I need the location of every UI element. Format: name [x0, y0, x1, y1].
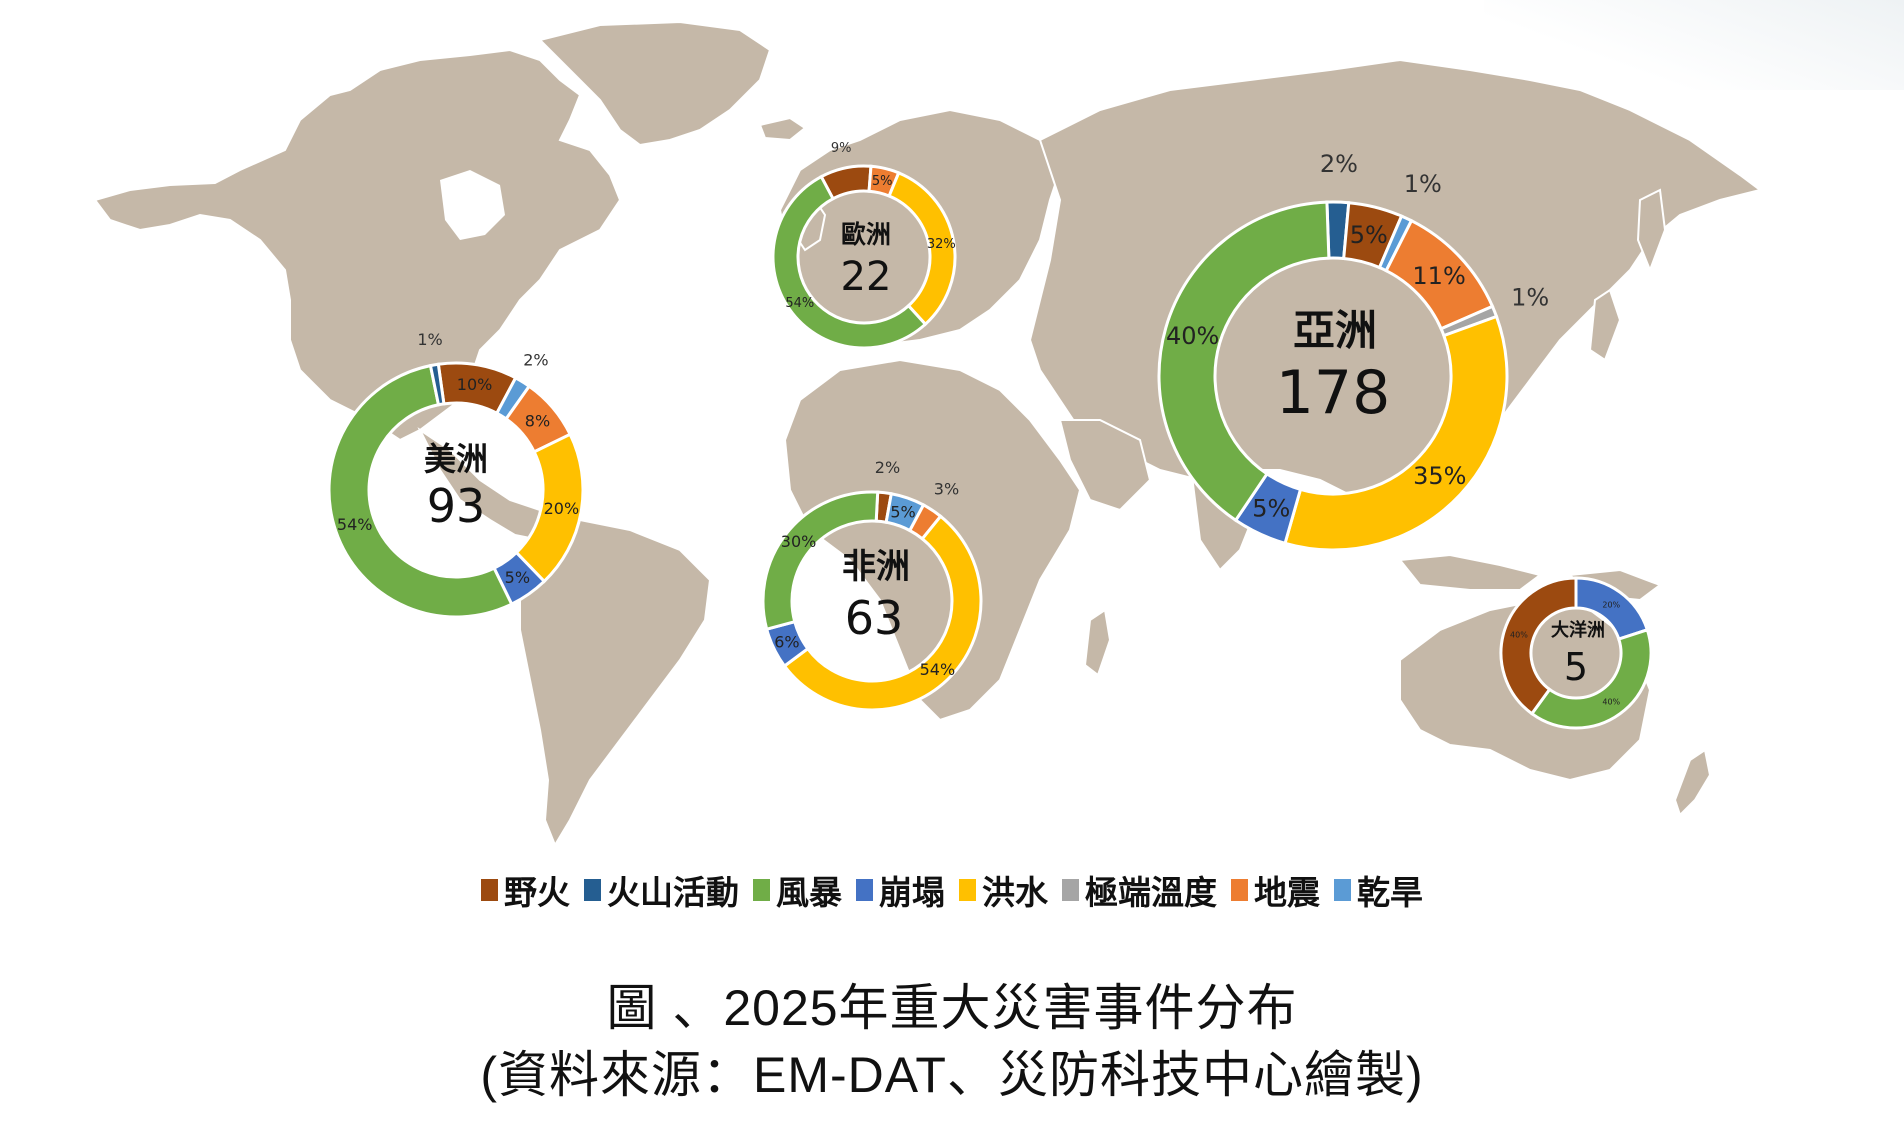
background-glow — [1484, 0, 1904, 90]
donut-slice — [428, 362, 446, 407]
donut-slice — [761, 490, 880, 632]
madagascar — [1083, 608, 1112, 677]
figure-source: (資料來源：EM-DAT、災防科技中心繪製) — [480, 1047, 1424, 1103]
africa-name: 非洲 — [842, 547, 910, 587]
slice-percent-label: 20% — [1602, 600, 1620, 609]
slice-percent-label: 6% — [774, 633, 799, 652]
europe-name: 歐洲 — [841, 220, 891, 249]
slice-percent-label: 5% — [1252, 495, 1290, 523]
slice-percent-label: 35% — [1413, 462, 1466, 490]
legend-item-storm: 風暴 — [753, 866, 842, 914]
slice-labels: 10% 2% 8% 20% 5% 54% 1% 9% 5% 32% 54% 2% 5% 3% 54% 6% 30… — [337, 141, 1621, 706]
europe-center-label: 歐洲 22 — [841, 220, 892, 300]
legend-label: 野火 — [504, 873, 570, 912]
legend-swatch-earthquake — [1231, 879, 1248, 901]
legend: 野火 火山活動 風暴 崩塌 洪水 極端溫度 地震 乾旱 — [0, 866, 1904, 914]
legend-swatch-flood — [959, 879, 976, 901]
se-asia-islands — [1398, 553, 1543, 591]
asia-name: 亞洲 — [1293, 306, 1377, 355]
arabia — [1058, 419, 1152, 512]
legend-label: 洪水 — [982, 873, 1048, 912]
donut-slice — [327, 363, 514, 619]
donut-slice — [1499, 576, 1578, 716]
oceania-total: 5 — [1564, 645, 1588, 689]
asia-center-label: 亞洲 178 — [1276, 306, 1391, 428]
legend-label: 乾旱 — [1357, 873, 1423, 912]
slice-percent-label: 11% — [1412, 262, 1465, 290]
legend-item-earthquake: 地震 — [1231, 866, 1320, 914]
hudson-bay — [440, 170, 505, 240]
slice-percent-label: 40% — [1510, 630, 1528, 639]
new-zealand — [1673, 748, 1712, 817]
slice-percent-label: 30% — [781, 532, 817, 551]
legend-item-drought: 乾旱 — [1334, 866, 1423, 914]
north-america — [93, 48, 622, 442]
slice-percent-label: 10% — [457, 375, 493, 394]
slice-percent-label: 5% — [1350, 221, 1388, 249]
slice-percent-label: 1% — [417, 330, 442, 349]
slice-percent-label: 5% — [505, 568, 530, 587]
donut-slice — [782, 514, 983, 712]
figure-title: 圖 、2025年重大災害事件分布 — [606, 980, 1298, 1036]
legend-swatch-volcanic — [584, 879, 601, 901]
legend-item-extreme-temperature: 極端溫度 — [1062, 866, 1217, 914]
legend-label: 火山活動 — [607, 873, 739, 912]
americas-total: 93 — [427, 479, 486, 533]
legend-item-flood: 洪水 — [959, 866, 1048, 914]
donut-asia — [1157, 200, 1509, 552]
donut-americas — [327, 361, 585, 619]
legend-item-wildfire: 野火 — [481, 866, 570, 914]
slice-percent-label: 54% — [920, 660, 956, 679]
kamchatka — [1636, 188, 1667, 273]
donut-slice — [771, 174, 928, 350]
slice-percent-label: 40% — [1602, 697, 1620, 706]
japan — [1588, 288, 1622, 362]
asia-total: 178 — [1276, 358, 1391, 428]
slice-percent-label: 5% — [890, 502, 915, 521]
africa-total: 63 — [845, 591, 904, 645]
legend-item-landslide: 崩塌 — [856, 866, 945, 914]
americas-center-label: 美洲 93 — [424, 440, 488, 533]
donut-slice — [1529, 627, 1653, 730]
legend-swatch-drought — [1334, 879, 1351, 901]
oceania-center-label: 大洋洲 5 — [1551, 619, 1605, 689]
legend-swatch-landslide — [856, 879, 873, 901]
slice-percent-label: 32% — [927, 237, 956, 252]
slice-percent-label: 3% — [934, 479, 959, 498]
slice-percent-label: 2% — [1320, 150, 1358, 178]
europe-total: 22 — [841, 254, 892, 300]
legend-swatch-wildfire — [481, 879, 498, 901]
slice-percent-label: 1% — [1511, 284, 1549, 312]
slice-percent-label: 20% — [544, 499, 580, 518]
donut-slice — [1157, 200, 1331, 523]
greenland — [538, 20, 772, 147]
slice-percent-label: 5% — [872, 174, 893, 189]
slice-percent-label: 2% — [875, 458, 900, 477]
legend-item-volcanic: 火山活動 — [584, 866, 739, 914]
legend-swatch-extreme-temperature — [1062, 879, 1079, 901]
oceania-name: 大洋洲 — [1551, 619, 1605, 641]
slice-percent-label: 40% — [1166, 322, 1219, 350]
donut-oceania — [1499, 576, 1653, 730]
legend-label: 崩塌 — [879, 873, 945, 912]
slice-percent-label: 54% — [785, 296, 814, 311]
donut-europe — [771, 164, 957, 350]
slice-percent-label: 8% — [525, 411, 550, 430]
world-map: 美洲 93 歐洲 22 非洲 63 亞洲 178 大洋洲 5 10% 2% 8% 20… — [93, 20, 1760, 848]
legend-label: 風暴 — [776, 873, 842, 912]
legend-label: 極端溫度 — [1085, 873, 1217, 912]
donut-africa — [761, 490, 983, 712]
slice-percent-label: 1% — [1404, 170, 1442, 198]
south-america — [519, 518, 712, 848]
slice-percent-label: 54% — [337, 515, 373, 534]
africa-center-label: 非洲 63 — [842, 547, 910, 645]
legend-swatch-storm — [753, 879, 770, 901]
iceland — [758, 116, 807, 142]
legend-label: 地震 — [1254, 873, 1320, 912]
donut-slice — [1283, 314, 1509, 552]
americas-name: 美洲 — [424, 440, 488, 478]
slice-percent-label: 2% — [523, 351, 548, 370]
slice-percent-label: 9% — [831, 141, 852, 156]
